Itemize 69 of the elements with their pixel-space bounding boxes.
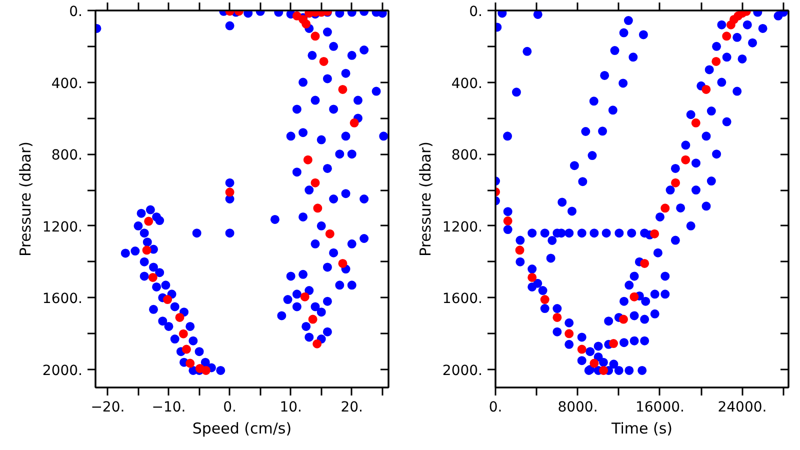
x-tick-label: −20. — [90, 400, 125, 416]
point — [175, 312, 184, 322]
point — [312, 339, 322, 348]
x-axis-title: Time (s) — [610, 420, 672, 438]
point — [225, 188, 234, 197]
y-tick-label: 0. — [469, 4, 482, 20]
y-tick-label: 1600. — [442, 291, 483, 308]
x-tick-label: −10. — [152, 400, 186, 416]
point — [144, 216, 154, 226]
point — [308, 314, 318, 324]
y-axis-title: Pressure (dbar) — [16, 142, 34, 256]
y-tick-label: 1600. — [42, 291, 83, 308]
x-tick-label: 16000. — [636, 400, 684, 416]
point — [319, 56, 328, 66]
x-tick-label: 8000. — [558, 400, 598, 416]
x-axis-title: Speed (cm/s) — [192, 420, 292, 438]
point — [540, 295, 550, 304]
y-tick-label: 2000. — [442, 363, 483, 380]
point — [310, 178, 320, 188]
point — [303, 155, 312, 164]
point — [310, 32, 320, 41]
point — [681, 155, 690, 164]
x-tick-label: 0. — [223, 400, 236, 416]
y-tick-label: 0. — [69, 4, 82, 20]
x-tick-label: 10. — [280, 400, 302, 416]
point — [712, 56, 721, 66]
point — [702, 85, 711, 94]
point — [599, 366, 608, 375]
point — [313, 204, 322, 213]
point — [515, 246, 524, 255]
y-tick-label: 400. — [451, 76, 482, 92]
y-tick-label: 800. — [51, 148, 82, 164]
point — [590, 358, 599, 368]
point — [552, 312, 562, 322]
point — [300, 292, 310, 302]
point — [503, 216, 512, 226]
y-tick-label: 800. — [451, 148, 482, 164]
point — [640, 258, 650, 268]
point — [350, 118, 359, 128]
y-axis-title: Pressure (dbar) — [416, 142, 434, 256]
point — [528, 272, 537, 282]
y-tick-label: 1200. — [42, 219, 83, 236]
point — [163, 295, 172, 304]
point — [722, 32, 732, 41]
point — [186, 358, 195, 368]
point — [148, 272, 158, 282]
point — [178, 329, 188, 338]
point — [142, 246, 152, 255]
point — [609, 339, 618, 348]
point — [564, 329, 574, 338]
point — [338, 258, 348, 268]
y-tick-label: 2000. — [42, 363, 83, 380]
point — [671, 178, 680, 188]
point — [577, 344, 586, 354]
point — [201, 366, 210, 375]
point — [618, 314, 628, 324]
x-tick-label: 24000. — [718, 400, 767, 416]
point — [660, 204, 670, 213]
x-tick-label: 0. — [488, 400, 502, 416]
y-tick-label: 1200. — [442, 219, 483, 236]
point — [650, 229, 660, 238]
point — [182, 344, 191, 354]
x-tick-label: 20. — [340, 400, 364, 416]
point — [302, 19, 311, 28]
point — [630, 292, 639, 302]
point — [691, 118, 700, 128]
point — [325, 229, 334, 238]
point — [338, 85, 348, 94]
y-tick-label: 400. — [51, 76, 82, 92]
